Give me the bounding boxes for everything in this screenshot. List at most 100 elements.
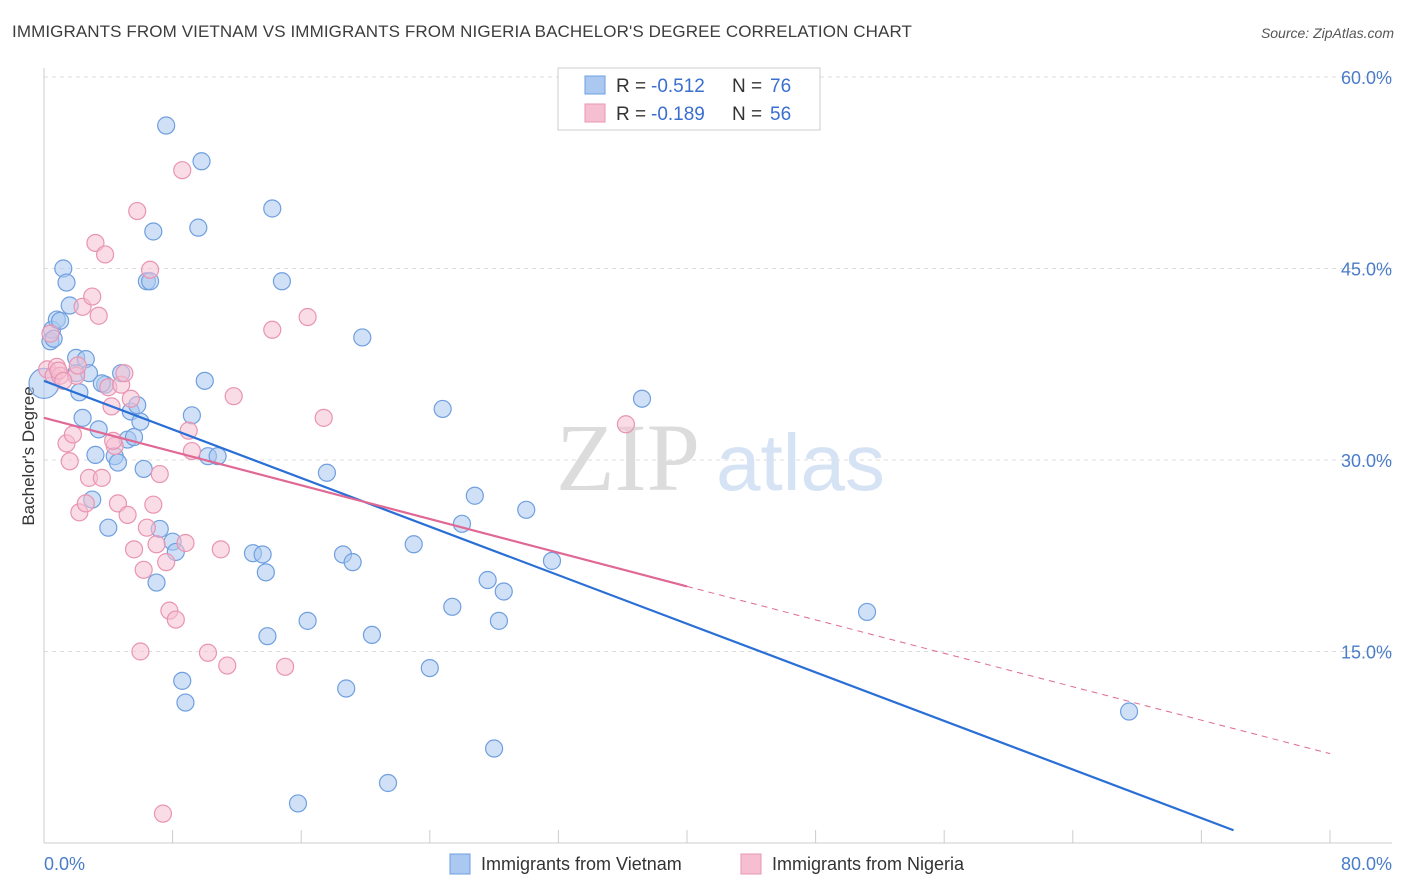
series-nigeria-points (38, 161, 636, 823)
trend-lines (43, 379, 1331, 832)
y-tick-label: 30.0% (1341, 451, 1392, 471)
legend-r-label-nigeria: R = (616, 104, 646, 125)
nigeria-point (314, 408, 333, 427)
trendline-nigeria (43, 416, 688, 588)
vietnam-point (378, 773, 398, 793)
legend-n-label-nigeria: N = (732, 104, 762, 125)
vietnam-point (443, 597, 462, 616)
vietnam-point (420, 658, 439, 678)
legend-r-value-nigeria: -0.189 (651, 104, 705, 125)
nigeria-point (89, 306, 108, 325)
vietnam-point (494, 582, 513, 601)
nigeria-point (121, 389, 140, 408)
vietnam-point (176, 693, 195, 712)
vietnam-point (192, 152, 211, 171)
vietnam-point (353, 328, 372, 347)
nigeria-point (616, 415, 636, 434)
x-tick-label: 80.0% (1341, 854, 1392, 874)
vietnam-point (253, 545, 272, 564)
nigeria-point (60, 452, 79, 471)
nigeria-point (137, 518, 156, 537)
vietnam-point (208, 447, 227, 466)
vietnam-point (485, 739, 504, 758)
vietnam-point (134, 459, 153, 479)
gridlines (44, 76, 1392, 843)
legend-r-value-vietnam: -0.512 (651, 76, 705, 97)
vietnam-point (73, 408, 92, 427)
vietnam-point (131, 412, 150, 431)
nigeria-point (218, 656, 237, 675)
nigeria-point (115, 364, 134, 383)
chart-title: IMMIGRANTS FROM VIETNAM VS IMMIGRANTS FR… (12, 22, 913, 41)
vietnam-point (489, 611, 509, 630)
nigeria-point (68, 356, 87, 375)
bottom-legend-swatch-nigeria (740, 853, 762, 875)
y-tick-label: 15.0% (1341, 643, 1392, 663)
vietnam-point (157, 116, 176, 135)
nigeria-point (166, 610, 185, 629)
nigeria-point (153, 804, 173, 823)
source-credit: Source: ZipAtlas.com (1260, 25, 1394, 41)
vietnam-point (99, 518, 118, 537)
vietnam-point (144, 222, 163, 241)
nigeria-point (176, 533, 195, 553)
nigeria-point (140, 260, 160, 279)
nigeria-point (124, 540, 144, 559)
vietnam-point (433, 399, 452, 419)
nigeria-point (131, 642, 150, 661)
vietnam-point (86, 445, 105, 464)
nigeria-point (147, 535, 166, 554)
vietnam-point (632, 389, 652, 408)
bottom-legend-label-vietnam: Immigrants from Vietnam (481, 854, 682, 874)
y-tick-labels: 15.0% 30.0% 45.0% 60.0% (1341, 68, 1392, 663)
vietnam-point (343, 553, 362, 572)
y-tick-label: 45.0% (1341, 260, 1392, 280)
vietnam-point (337, 679, 356, 698)
vietnam-point (542, 551, 562, 570)
y-tick-label: 60.0% (1341, 68, 1392, 88)
trendline-vietnam (43, 379, 1234, 832)
nigeria-point (276, 657, 295, 676)
vietnam-point (108, 453, 128, 472)
trendline-nigeria-extension (686, 585, 1331, 755)
nigeria-point (173, 161, 192, 180)
nigeria-point (118, 505, 137, 524)
vietnam-point (189, 218, 208, 237)
nigeria-point (54, 371, 73, 390)
legend-n-value-vietnam: 76 (770, 76, 791, 97)
vietnam-point (465, 486, 484, 505)
nigeria-point (144, 495, 163, 514)
y-axis-label: Bachelor's Degree (19, 386, 38, 525)
series-legend: Immigrants from Vietnam Immigrants from … (449, 853, 965, 875)
nigeria-point (83, 287, 102, 306)
nigeria-point (157, 553, 176, 572)
nigeria-point (298, 307, 317, 327)
nigeria-point (224, 387, 243, 406)
legend-r-label-vietnam: R = (616, 76, 646, 97)
watermark-atlas: atlas (716, 418, 885, 507)
vietnam-point (256, 563, 275, 582)
nigeria-point (92, 468, 111, 487)
vietnam-point (182, 406, 201, 425)
nigeria-point (128, 201, 147, 221)
vietnam-point (263, 199, 282, 218)
legend-n-label-vietnam: N = (732, 76, 762, 97)
nigeria-point (134, 560, 153, 579)
vietnam-point (317, 463, 337, 482)
bottom-legend-swatch-vietnam (449, 853, 471, 875)
axes (43, 68, 1392, 844)
nigeria-point (150, 464, 169, 484)
x-tick-label: 0.0% (44, 854, 85, 874)
legend-swatch-nigeria (584, 103, 606, 123)
nigeria-point (211, 540, 230, 559)
vietnam-point (173, 671, 192, 690)
legend-swatch-vietnam (584, 75, 606, 95)
vietnam-point (404, 535, 423, 554)
stats-legend: R = -0.512 N = 76 R = -0.189 N = 56 (557, 67, 821, 131)
nigeria-point (63, 425, 83, 444)
vietnam-point (89, 420, 108, 439)
nigeria-point (41, 324, 60, 343)
vietnam-point (1119, 702, 1139, 721)
vietnam-point (288, 794, 308, 813)
vietnam-point (478, 570, 497, 590)
